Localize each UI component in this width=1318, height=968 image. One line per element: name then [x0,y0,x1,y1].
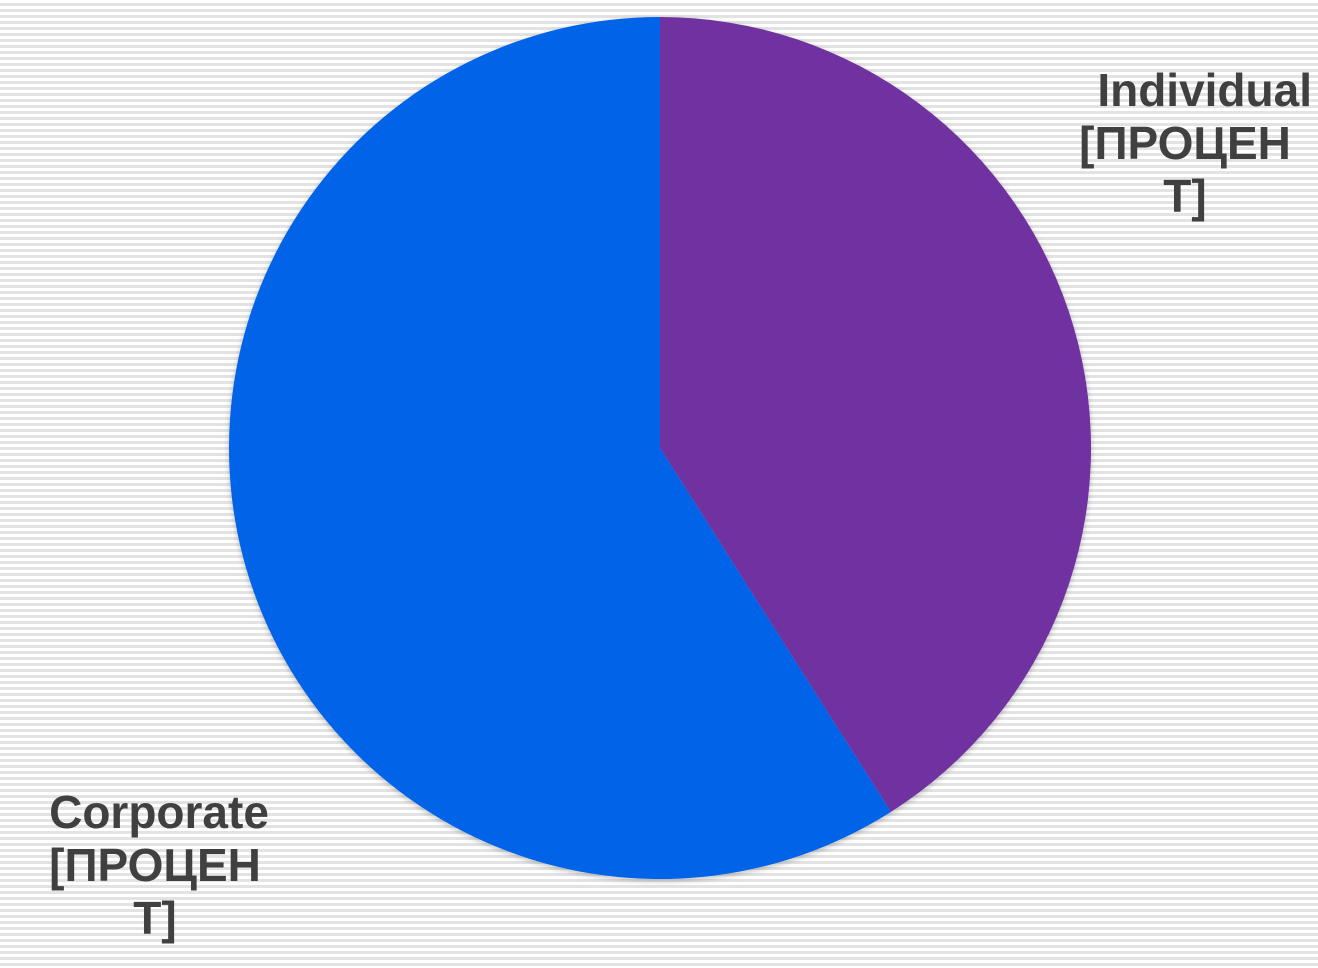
slice-label-corporate: Corporate [ПРОЦЕНТ] [26,786,292,945]
pie-slice-individual [660,17,1092,812]
slice-label-name: Individual [1097,64,1312,116]
slice-label-individual: Individual [ПРОЦЕНТ] [1052,64,1312,223]
slice-label-name: Corporate [49,786,269,838]
slice-label-value: [ПРОЦЕНТ] [49,839,261,944]
pie-slice-corporate [229,17,891,879]
slice-label-value: [ПРОЦЕНТ] [1079,117,1291,222]
